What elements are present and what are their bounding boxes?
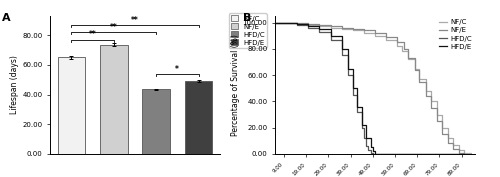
Text: *: * (176, 65, 180, 73)
Y-axis label: Percentage of Survival (%): Percentage of Survival (%) (231, 34, 240, 136)
Text: **: ** (110, 23, 118, 32)
Y-axis label: Lifespan (days): Lifespan (days) (10, 56, 20, 114)
Text: **: ** (89, 30, 96, 39)
Legend: NF/C, NF/E, HFD/C, HFD/E: NF/C, NF/E, HFD/C, HFD/E (228, 13, 267, 48)
Text: A: A (2, 13, 11, 23)
Bar (100, 45, 128, 154)
Bar (185, 81, 212, 154)
Text: B: B (243, 13, 252, 23)
Legend: NF/C, NF/E, HFD/C, HFD/E: NF/C, NF/E, HFD/C, HFD/E (439, 19, 472, 50)
Text: **: ** (131, 16, 139, 25)
Bar (142, 89, 170, 154)
Bar (58, 58, 85, 154)
